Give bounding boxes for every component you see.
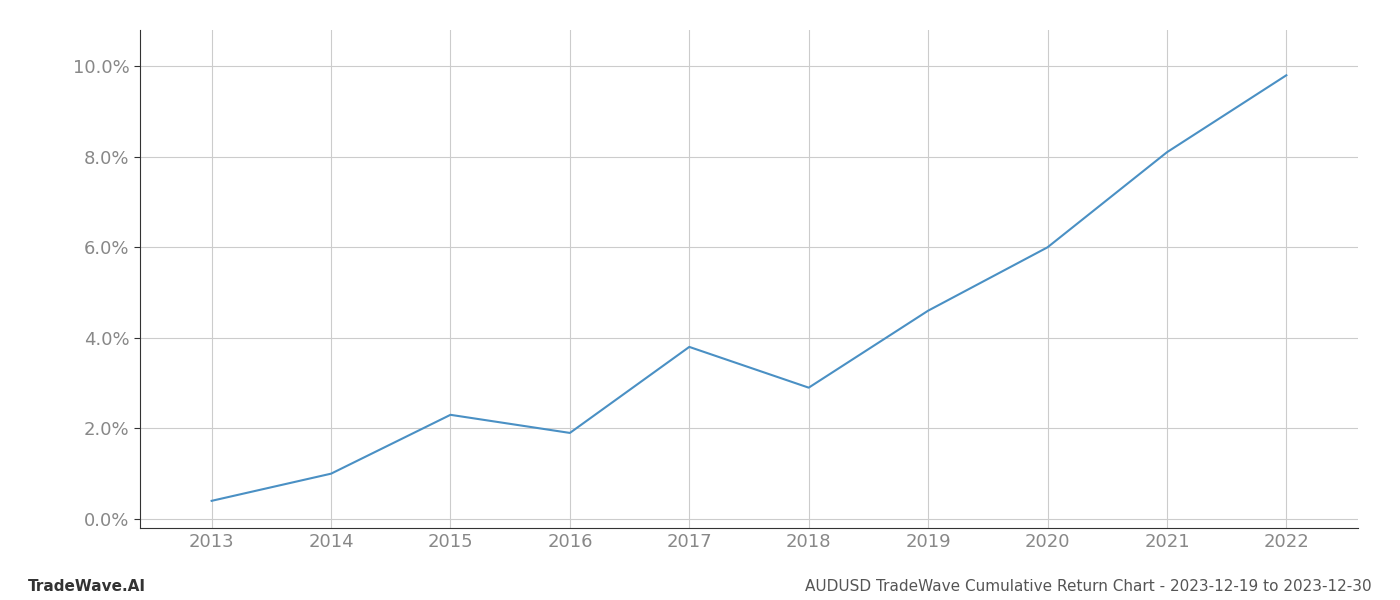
Text: TradeWave.AI: TradeWave.AI bbox=[28, 579, 146, 594]
Text: AUDUSD TradeWave Cumulative Return Chart - 2023-12-19 to 2023-12-30: AUDUSD TradeWave Cumulative Return Chart… bbox=[805, 579, 1372, 594]
